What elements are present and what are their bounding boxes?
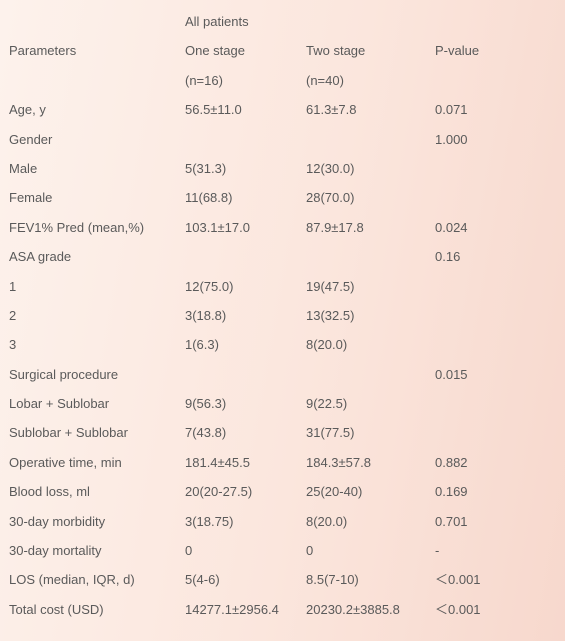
table-row: Total cost (USD) 14277.1±2956.4 20230.2±38…	[0, 595, 565, 624]
column-header-two-stage: Two stage	[306, 43, 366, 59]
one-stage-cell: 14277.1±2956.4	[185, 601, 279, 617]
two-stage-cell: 8.5(7-10)	[306, 572, 359, 588]
column-header-pvalue: P-value	[435, 43, 480, 59]
table-row: Sublobar + Sublobar 7(43.8) 31(77.5)	[0, 418, 565, 447]
parameter-cell: ASA grade	[9, 249, 72, 265]
one-stage-cell: 20(20-27.5)	[185, 484, 253, 500]
one-stage-cell: 181.4±45.5	[185, 454, 250, 470]
parameter-cell: Lobar + Sublobar	[9, 396, 110, 412]
table-row: Gender 1.000	[0, 125, 565, 154]
table-row: Age, y 56.5±11.0 61.3±7.8 0.071	[0, 95, 565, 124]
two-stage-cell: 19(47.5)	[306, 278, 355, 294]
table-row: 30-day mortality 0 0 -	[0, 536, 565, 565]
table-row: FEV1% Pred (mean,%) 103.1±17.0 87.9±17.8 0.…	[0, 213, 565, 242]
one-stage-cell: 1(6.3)	[185, 337, 219, 353]
parameter-cell: 3	[9, 337, 17, 353]
one-stage-cell: 5(4-6)	[185, 572, 220, 588]
table-row: Male 5(31.3) 12(30.0)	[0, 154, 565, 183]
one-stage-cell: 12(75.0)	[185, 278, 234, 294]
two-stage-cell: 25(20-40)	[306, 484, 363, 500]
column-header-row: Parameters One stage Two stage P-value	[0, 36, 565, 65]
table-row: Lobar + Sublobar 9(56.3) 9(22.5)	[0, 389, 565, 418]
two-stage-cell: 28(70.0)	[306, 190, 355, 206]
table-row: Surgical procedure 0.015	[0, 360, 565, 389]
parameter-cell: Sublobar + Sublobar	[9, 425, 128, 441]
n-two-stage: (n=40)	[306, 72, 344, 88]
parameter-cell: 30-day mortality	[9, 543, 102, 559]
pvalue-cell: 0.882	[435, 454, 468, 470]
one-stage-cell: 5(31.3)	[185, 160, 227, 176]
table-row: Operative time, min 181.4±45.5 184.3±57.8 0…	[0, 448, 565, 477]
table-row: Blood loss, ml 20(20-27.5) 25(20-40) 0.169	[0, 477, 565, 506]
two-stage-cell: 8(20.0)	[306, 513, 348, 529]
one-stage-cell: 3(18.75)	[185, 513, 234, 529]
group-label: All patients	[185, 14, 249, 29]
one-stage-cell: 103.1±17.0	[185, 219, 250, 235]
parameter-cell: 1	[9, 278, 17, 294]
table-row: ASA grade 0.16	[0, 242, 565, 271]
pvalue-cell: 0.169	[435, 484, 468, 500]
table-row: 3 1(6.3) 8(20.0)	[0, 330, 565, 359]
table-row: LOS (median, IQR, d) 5(4-6) 8.5(7-10) ＜0.00…	[0, 565, 565, 594]
one-stage-cell: 0	[185, 543, 193, 559]
parameter-cell: Gender	[9, 131, 53, 147]
sample-size-row: (n=16) (n=40)	[0, 66, 565, 95]
parameter-cell: LOS (median, IQR, d)	[9, 572, 135, 588]
table-row: 1 12(75.0) 19(47.5)	[0, 272, 565, 301]
pvalue-cell: 0.015	[435, 366, 468, 382]
parameter-cell: Operative time, min	[9, 454, 122, 470]
one-stage-cell: 11(68.8)	[185, 190, 233, 206]
two-stage-cell: 31(77.5)	[306, 425, 355, 441]
one-stage-cell: 56.5±11.0	[185, 102, 242, 118]
parameter-cell: Blood loss, ml	[9, 484, 90, 500]
pvalue-cell: 0.16	[435, 249, 461, 265]
one-stage-cell: 3(18.8)	[185, 307, 227, 323]
table-body: Age, y 56.5±11.0 61.3±7.8 0.071 Gender 1.000 M…	[0, 95, 565, 624]
two-stage-cell: 61.3±7.8	[306, 102, 357, 118]
one-stage-cell: 7(43.8)	[185, 425, 227, 441]
table-row: 30-day morbidity 3(18.75) 8(20.0) 0.701	[0, 507, 565, 536]
n-one-stage: (n=16)	[185, 72, 223, 88]
table-row: Female 11(68.8) 28(70.0)	[0, 183, 565, 212]
group-header-row: All patients	[0, 7, 565, 36]
two-stage-cell: 184.3±57.8	[306, 454, 371, 470]
parameter-cell: Total cost (USD)	[9, 601, 104, 617]
pvalue-cell: ＜0.001	[435, 601, 481, 617]
comparison-table: All patients Parameters One stage Two st…	[0, 7, 565, 624]
parameter-cell: 2	[9, 307, 17, 323]
two-stage-cell: 13(32.5)	[306, 307, 355, 323]
two-stage-cell: 87.9±17.8	[306, 219, 364, 235]
one-stage-cell: 9(56.3)	[185, 396, 227, 412]
parameter-cell: 30-day morbidity	[9, 513, 106, 529]
table-row: 2 3(18.8) 13(32.5)	[0, 301, 565, 330]
pvalue-cell: 0.071	[435, 102, 468, 118]
parameter-cell: Age, y	[9, 102, 46, 118]
two-stage-cell: 8(20.0)	[306, 337, 348, 353]
parameter-cell: Surgical procedure	[9, 366, 119, 382]
pvalue-cell: 0.024	[435, 219, 468, 235]
parameter-cell: Female	[9, 190, 53, 206]
pvalue-cell: 0.701	[435, 513, 468, 529]
two-stage-cell: 9(22.5)	[306, 396, 348, 412]
two-stage-cell: 12(30.0)	[306, 160, 355, 176]
pvalue-cell: 1.000	[435, 131, 468, 147]
pvalue-cell: -	[435, 543, 440, 559]
two-stage-cell: 0	[306, 543, 314, 559]
parameter-cell: Male	[9, 160, 38, 176]
parameter-cell: FEV1% Pred (mean,%)	[9, 219, 145, 235]
column-header-parameters: Parameters	[9, 43, 77, 59]
two-stage-cell: 20230.2±3885.8	[306, 601, 400, 617]
pvalue-cell: ＜0.001	[435, 572, 481, 588]
column-header-one-stage: One stage	[185, 43, 245, 59]
